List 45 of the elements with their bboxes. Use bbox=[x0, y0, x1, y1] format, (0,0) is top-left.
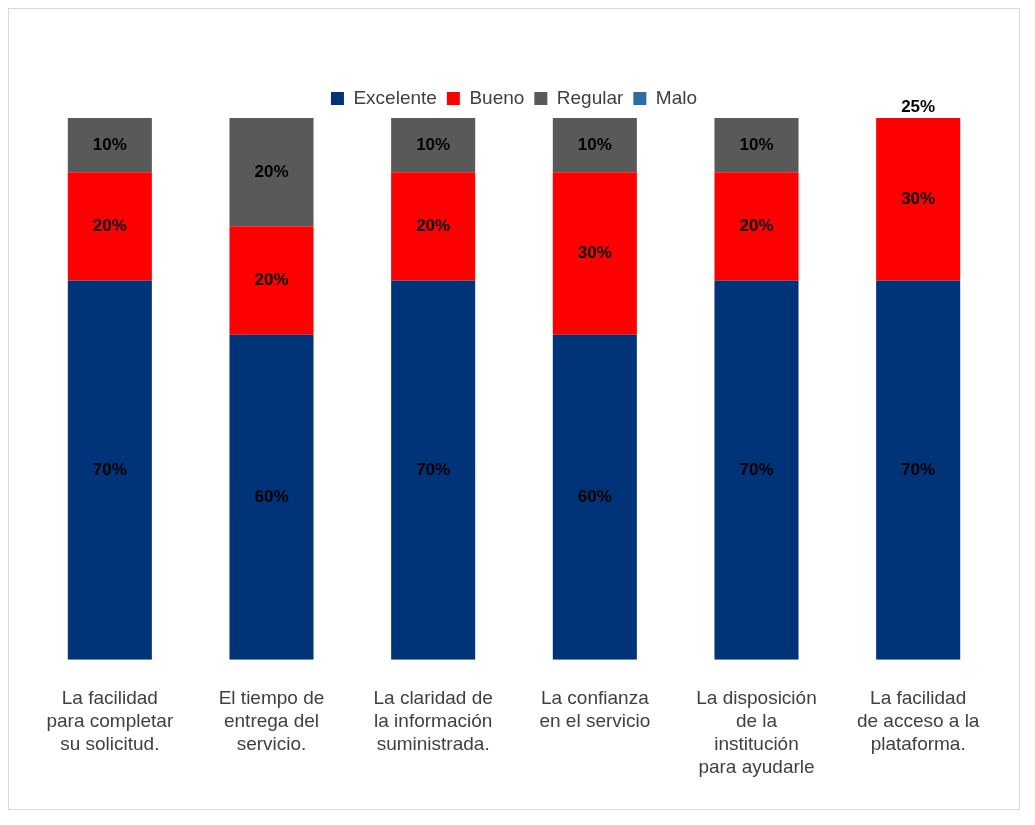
bar bbox=[67, 280, 152, 660]
legend-label: Excelente bbox=[353, 86, 437, 108]
bar bbox=[391, 280, 476, 660]
bar bbox=[229, 118, 314, 227]
bar bbox=[552, 172, 637, 335]
bar bbox=[391, 118, 476, 173]
bar bbox=[714, 280, 799, 660]
bar bbox=[876, 118, 961, 281]
x-tick-label: El tiempo de entrega del servicio. bbox=[218, 687, 325, 755]
bar bbox=[67, 118, 152, 173]
data-label: 70% bbox=[92, 459, 127, 479]
data-label: 70% bbox=[739, 459, 774, 479]
data-label: 70% bbox=[901, 459, 936, 479]
x-tick-label: La confianza en el servicio bbox=[539, 687, 651, 732]
bar bbox=[67, 172, 152, 281]
data-label: 10% bbox=[739, 134, 774, 154]
x-tick-label: La facilidad para completar su solicitud. bbox=[46, 687, 174, 755]
annotation: 25% bbox=[901, 97, 936, 117]
bar bbox=[552, 334, 637, 660]
data-label: 20% bbox=[416, 216, 451, 236]
bar bbox=[229, 226, 314, 335]
bar bbox=[714, 118, 799, 173]
data-label: 30% bbox=[577, 243, 612, 263]
bar bbox=[714, 172, 799, 281]
data-label: 10% bbox=[92, 134, 127, 154]
legend-label: Bueno bbox=[469, 86, 525, 108]
data-label: 10% bbox=[416, 134, 451, 154]
data-label: 60% bbox=[254, 486, 289, 506]
data-label: 20% bbox=[254, 161, 289, 181]
legend-label: Regular bbox=[556, 86, 625, 108]
bar bbox=[876, 280, 961, 660]
data-label: 20% bbox=[92, 216, 127, 236]
data-label: 70% bbox=[416, 459, 451, 479]
bar bbox=[391, 172, 476, 281]
bar bbox=[552, 118, 637, 173]
data-label: 30% bbox=[901, 188, 936, 208]
bar bbox=[229, 334, 314, 660]
x-tick-label: La claridad de la información suministrada. bbox=[373, 687, 493, 755]
x-tick-label: La disposición de la institución para ayudarle bbox=[696, 687, 817, 777]
data-label: 20% bbox=[254, 270, 289, 290]
legend-label: Malo bbox=[655, 86, 698, 108]
data-label: 60% bbox=[577, 486, 612, 506]
x-tick-label: La facilidad de acceso a la plataforma. bbox=[856, 687, 980, 755]
data-label: 20% bbox=[739, 216, 774, 236]
data-label: 10% bbox=[577, 134, 612, 154]
